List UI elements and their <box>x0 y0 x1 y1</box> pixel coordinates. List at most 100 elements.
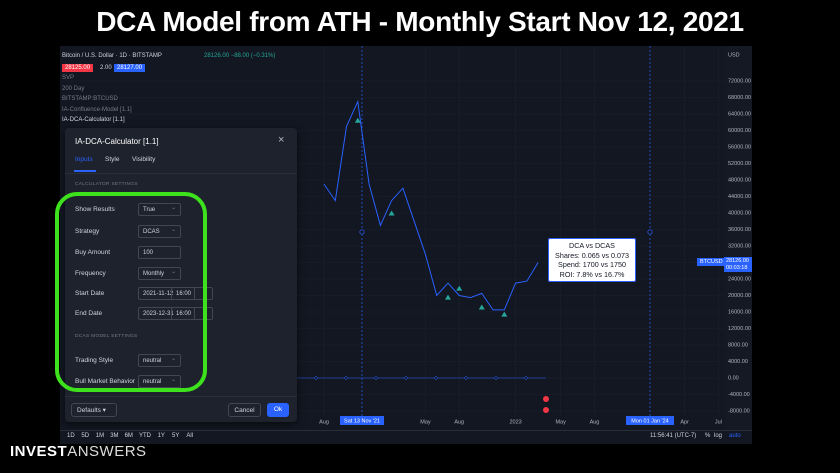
indicator-label[interactable]: BITSTAMP:BTCUSD <box>62 96 118 102</box>
cancel-button[interactable]: Cancel <box>228 403 261 417</box>
crosshair-tag <box>626 416 674 425</box>
dropdown-arrow: ⌄ <box>170 377 176 383</box>
range-button[interactable]: YTD <box>139 433 151 439</box>
clock: 11:56:41 (UTC-7) <box>650 433 697 439</box>
indicator-dot <box>494 376 498 380</box>
range-button[interactable]: 5Y <box>172 433 180 439</box>
y-tick-label: 12000.00 <box>728 326 751 332</box>
dialog-title: IA-DCA-Calculator [1.1] <box>75 137 159 146</box>
indicator-dot <box>344 376 348 380</box>
field-value: neutral <box>143 379 162 385</box>
y-tick-label: 72000.00 <box>728 78 751 84</box>
field-input[interactable]: neutral ⌄ <box>138 375 181 388</box>
y-tick-label: -4000.00 <box>728 392 750 398</box>
field-input[interactable]: neutral ⌄ <box>138 354 181 367</box>
field-input[interactable]: True ⌄ <box>138 203 181 216</box>
field-value: Monthly <box>143 271 165 277</box>
divider <box>65 396 297 397</box>
time-input[interactable]: 16:00 <box>171 287 213 300</box>
buy-marker <box>478 304 485 310</box>
tab[interactable]: Visibility <box>132 156 156 163</box>
field-value: 2021-11-12 <box>143 291 174 297</box>
buy-marker <box>456 285 463 291</box>
range-button[interactable]: 3M <box>110 433 119 439</box>
field-input[interactable]: DCAS ⌄ <box>138 225 181 238</box>
scale-toggle[interactable]: log <box>714 433 723 439</box>
logo-bold: INVEST <box>10 443 68 460</box>
range-button[interactable]: All <box>186 433 194 439</box>
field-value: DCAS <box>143 229 160 235</box>
price-tag: 28126.00 00:03:18 <box>724 257 752 272</box>
toolbar-bg <box>60 430 752 444</box>
dropdown-arrow: ⌄ <box>170 356 176 362</box>
symbol: Bitcoin / U.S. Dollar · 1D · BITSTAMP <box>62 53 162 59</box>
indicator-label[interactable]: SVP <box>62 75 75 81</box>
defaults-button[interactable]: Defaults ▾ <box>71 403 117 417</box>
range-button[interactable]: 5D <box>81 433 90 439</box>
field-label: Show Results <box>75 206 115 213</box>
scale-toggle[interactable]: % <box>705 433 711 439</box>
field-value: True <box>143 207 156 213</box>
range-button[interactable]: 1M <box>95 433 105 439</box>
field-value: 2023-12-31 <box>143 311 174 317</box>
logo-light: ANSWERS <box>67 443 147 460</box>
range-button[interactable]: 6M <box>124 433 133 439</box>
scale-toggle[interactable]: auto <box>729 433 741 439</box>
range-handle <box>359 229 365 235</box>
indicator-dot <box>314 376 318 380</box>
x-tick-label: Apr <box>680 419 689 425</box>
x-tick-label: Aug <box>319 419 329 425</box>
y-tick-label: 64000.00 <box>728 111 751 117</box>
field-label: Start Date <box>75 290 105 297</box>
indicator-label[interactable]: IA-DCA-Calculator [1.1] <box>62 117 125 123</box>
symbol-tag: BTCUSD <box>697 258 726 266</box>
y-tick-label: 4000.00 <box>728 359 748 365</box>
field-label: Frequency <box>75 270 106 277</box>
y-tick-label: 56000.00 <box>728 144 751 150</box>
tab[interactable]: Style <box>105 156 120 163</box>
crosshair-label: Mon 01 Jan '24 <box>631 418 668 424</box>
x-tick-label: Jul <box>715 419 722 425</box>
field-input[interactable]: Monthly ⌄ <box>138 267 181 280</box>
buy-price[interactable]: 28127.00 <box>114 64 146 72</box>
ok-button[interactable]: Ok <box>267 403 289 417</box>
range-button[interactable]: 1D <box>67 433 75 439</box>
range-button[interactable]: 1Y <box>157 433 165 439</box>
price-tag-countdown: 00:03:18 <box>726 264 748 271</box>
field-input[interactable]: 100 <box>138 246 181 259</box>
logo: INVESTANSWERS <box>10 443 147 460</box>
price-tag-price: 28126.00 <box>726 258 749 264</box>
indicator-label[interactable]: 200 Day <box>62 85 85 92</box>
section-title: CALCULATOR SETTINGS <box>75 182 138 187</box>
y-tick-label: 48000.00 <box>728 177 751 183</box>
tab-underline <box>74 170 96 172</box>
y-tick-label: 60000.00 <box>728 128 751 134</box>
crosshair-label: Sat 13 Nov '21 <box>344 418 380 424</box>
highlight-frame <box>55 192 207 392</box>
field-label: Bull Market Behavior <box>75 378 135 385</box>
sell-price[interactable]: 28125.00 <box>62 64 94 72</box>
tooltip-line: DCA vs DCAS <box>569 241 615 250</box>
x-tick-label: May <box>420 419 431 425</box>
page-title: DCA Model from ATH - Monthly Start Nov 1… <box>96 6 744 37</box>
field-input[interactable]: 2021-11-12 <box>138 287 195 300</box>
field-label: Buy Amount <box>75 249 111 256</box>
indicator-label[interactable]: IA-Confluence-Model [1.1] <box>62 106 132 113</box>
close-button[interactable]: × <box>278 134 285 146</box>
y-tick-label: 32000.00 <box>728 243 751 249</box>
indicator-dot <box>404 376 408 380</box>
range-handle <box>647 229 653 235</box>
price-line <box>323 99 539 311</box>
y-tick-label: 36000.00 <box>728 227 751 233</box>
field-input[interactable]: 2023-12-31 <box>138 307 195 320</box>
indicator-dot <box>464 376 468 380</box>
buy-marker <box>354 117 361 123</box>
y-tick-label: -8000.00 <box>728 408 750 414</box>
y-tick-label: 0.00 <box>728 375 739 381</box>
time-input[interactable]: 16:00 <box>171 307 213 320</box>
dropdown-arrow: ⌄ <box>170 269 176 275</box>
tab[interactable]: Inputs <box>75 156 93 163</box>
x-tick-label: Aug <box>454 419 464 425</box>
indicator-dot <box>374 376 378 380</box>
indicator-dot <box>524 376 528 380</box>
